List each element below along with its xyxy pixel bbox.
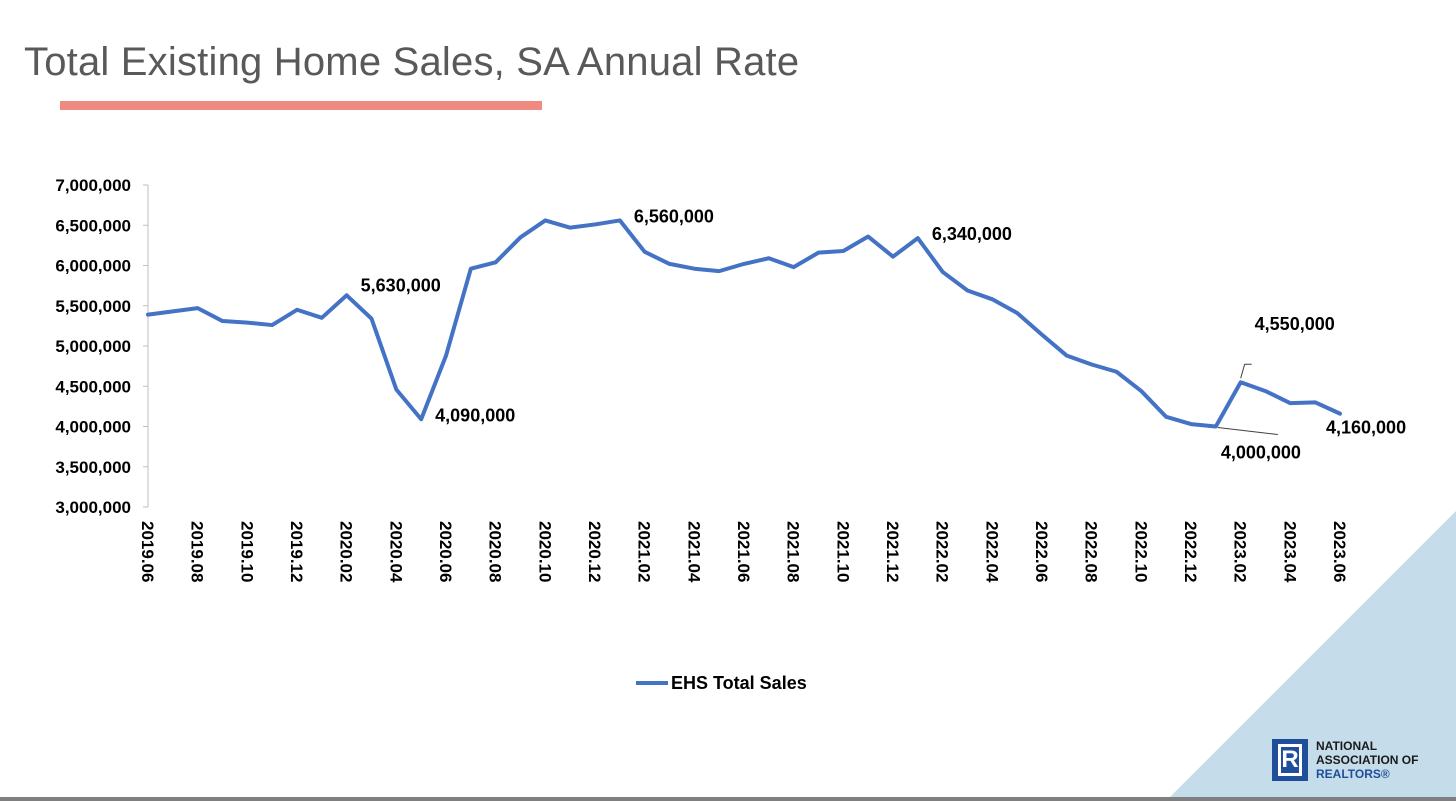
x-tick-label: 2019.10 bbox=[237, 521, 256, 582]
annotations: 5,630,000 4,090,000 6,560,000 6,340,000 4,00… bbox=[361, 206, 1406, 462]
logo-line-3: REALTORS® bbox=[1316, 767, 1390, 781]
x-tick-label: 2022.12 bbox=[1181, 521, 1200, 582]
x-tick-label: 2023.02 bbox=[1231, 521, 1250, 582]
logo-line-1: NATIONAL bbox=[1316, 739, 1378, 753]
x-tick-label: 2020.08 bbox=[486, 521, 505, 582]
title-underline bbox=[60, 101, 542, 110]
x-tick-label: 2021.06 bbox=[734, 521, 753, 582]
y-tick-label: 6,500,000 bbox=[55, 216, 131, 235]
y-tick-label: 4,000,000 bbox=[55, 418, 131, 437]
x-tick-label: 2020.12 bbox=[585, 521, 604, 582]
x-tick-label: 2022.10 bbox=[1131, 521, 1150, 582]
x-tick-label: 2021.08 bbox=[784, 521, 803, 582]
x-tick-label: 2023.04 bbox=[1280, 521, 1299, 583]
y-tick-label: 6,000,000 bbox=[55, 257, 131, 276]
x-tick-label: 2022.04 bbox=[982, 521, 1001, 583]
x-tick-label: 2020.10 bbox=[535, 521, 554, 582]
x-tick-label: 2019.08 bbox=[188, 521, 207, 582]
annotation-leader-line bbox=[1240, 363, 1252, 379]
y-tick-label: 5,500,000 bbox=[55, 297, 131, 316]
data-label: 4,090,000 bbox=[435, 405, 515, 425]
y-tick-label: 3,500,000 bbox=[55, 458, 131, 477]
y-tick-label: 3,000,000 bbox=[55, 498, 131, 517]
x-tick-label: 2020.02 bbox=[337, 521, 356, 582]
nar-logo: R NATIONAL ASSOCIATION OF REALTORS® bbox=[1272, 739, 1418, 781]
logo-text: NATIONAL ASSOCIATION OF REALTORS® bbox=[1316, 739, 1418, 781]
y-axis: 3,000,000 3,500,000 4,000,000 4,500,000 5,00… bbox=[55, 176, 149, 517]
x-tick-label: 2021.10 bbox=[833, 521, 852, 582]
y-tick-label: 7,000,000 bbox=[55, 176, 131, 195]
x-tick-label: 2021.12 bbox=[883, 521, 902, 582]
x-tick-label: 2023.06 bbox=[1330, 521, 1349, 582]
x-tick-label: 2021.04 bbox=[684, 521, 703, 583]
annotation-leader-line bbox=[1217, 427, 1278, 435]
realtor-r-icon: R bbox=[1272, 739, 1308, 781]
x-tick-label: 2021.02 bbox=[635, 521, 654, 582]
data-label: 5,630,000 bbox=[361, 275, 441, 295]
data-label: 6,560,000 bbox=[634, 206, 714, 226]
x-tick-label: 2019.12 bbox=[287, 521, 306, 582]
x-tick-label: 2019.06 bbox=[138, 521, 157, 582]
legend-label: EHS Total Sales bbox=[671, 673, 807, 693]
legend: EHS Total Sales bbox=[636, 673, 807, 693]
x-axis: 2019.06 2019.08 2019.10 2019.12 2020.02 2020.… bbox=[138, 521, 1349, 583]
logo-mark-letter: R bbox=[1278, 744, 1302, 776]
y-tick-label: 5,000,000 bbox=[55, 337, 131, 356]
x-tick-label: 2022.02 bbox=[933, 521, 952, 582]
x-tick-label: 2020.04 bbox=[386, 521, 405, 583]
bottom-rule bbox=[0, 797, 1456, 801]
data-label: 6,340,000 bbox=[932, 224, 1012, 244]
data-label: 4,160,000 bbox=[1326, 418, 1406, 438]
x-tick-label: 2022.06 bbox=[1032, 521, 1051, 582]
x-tick-label: 2020.06 bbox=[436, 521, 455, 582]
logo-line-2: ASSOCIATION OF bbox=[1316, 753, 1419, 767]
y-tick-label: 4,500,000 bbox=[55, 377, 131, 396]
data-label: 4,000,000 bbox=[1221, 443, 1301, 463]
chart-title: Total Existing Home Sales, SA Annual Rat… bbox=[24, 40, 800, 84]
series-group bbox=[146, 218, 1342, 429]
data-label: 4,550,000 bbox=[1255, 314, 1335, 334]
series-line-ehs-total-sales bbox=[146, 218, 1342, 429]
x-tick-label: 2022.08 bbox=[1082, 521, 1101, 582]
